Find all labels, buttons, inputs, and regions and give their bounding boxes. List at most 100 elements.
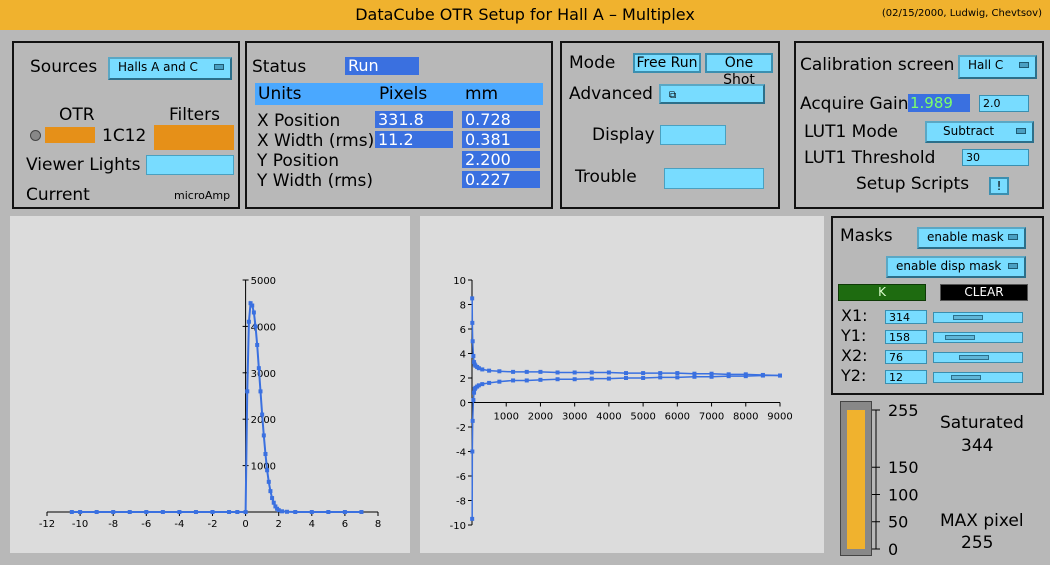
- advanced-button[interactable]: ⧉: [659, 84, 765, 104]
- calibration-menu[interactable]: Hall C: [958, 55, 1037, 79]
- convergence-point: [538, 377, 543, 382]
- x-tick-label: 6: [342, 519, 348, 530]
- window-icon: ⧉: [669, 90, 677, 101]
- convergence-point: [589, 370, 594, 375]
- convergence-point: [624, 371, 628, 376]
- enable-mask-menu[interactable]: enable mask: [917, 227, 1026, 249]
- profile-point: [293, 510, 298, 514]
- mask-field-slider[interactable]: [933, 372, 1023, 383]
- x-tick-label: -8: [108, 519, 118, 530]
- convergence-point: [709, 371, 714, 376]
- convergence-point: [487, 368, 492, 373]
- slider-knob[interactable]: [953, 315, 983, 320]
- profile-point: [251, 310, 256, 315]
- x-tick-label: -4: [174, 519, 184, 530]
- profile-plot: -12 -10 -8 -6 -4 -2 0 2 4 6 8 1000 2000 3000 4000 5000: [10, 216, 410, 553]
- free-run-button[interactable]: Free Run: [633, 53, 701, 73]
- lut1-mode-menu[interactable]: Subtract: [925, 121, 1034, 143]
- convergence-point: [480, 382, 485, 387]
- enable-disp-mask-menu[interactable]: enable disp mask: [886, 256, 1026, 278]
- calibration-panel: Calibration screen Hall C Acquire Gain 1…: [794, 41, 1044, 209]
- otr-label: OTR: [59, 105, 95, 125]
- otr-orange-indicator: [45, 127, 95, 143]
- convergence-plot-svg: 1000 2000 3000 4000 5000 6000 7000 8000 9000 -10 -…: [450, 276, 793, 532]
- ok-label: K: [878, 285, 886, 299]
- clear-button[interactable]: CLEAR: [940, 284, 1028, 301]
- scale-tick-label: 150: [888, 458, 919, 477]
- x-tick-label: 7000: [699, 412, 724, 423]
- row-mm: 0.381: [462, 131, 540, 148]
- mask-field-entry[interactable]: 314: [885, 310, 927, 324]
- otr-value: 1C12: [102, 126, 147, 146]
- convergence-point: [497, 369, 502, 374]
- convergence-point: [470, 516, 475, 521]
- y-tick-label: -4: [456, 448, 466, 459]
- convergence-point: [524, 369, 529, 374]
- profile-point: [326, 510, 331, 514]
- acquire-gain-entry[interactable]: 2.0: [979, 95, 1029, 112]
- calibration-menu-value: Hall C: [968, 58, 1004, 72]
- convergence-point: [658, 375, 663, 380]
- sources-menu[interactable]: Halls A and C: [108, 57, 232, 80]
- mask-field-slider[interactable]: [933, 312, 1023, 323]
- profile-point: [235, 510, 240, 514]
- acquire-gain-value: 1.989: [908, 94, 970, 112]
- x-tick-label: 5000: [630, 412, 655, 423]
- x-tick-label: 3000: [562, 412, 587, 423]
- x-tick-label: -6: [141, 519, 151, 530]
- convergence-point: [675, 371, 680, 376]
- x-tick-label: -2: [208, 519, 218, 530]
- profile-point: [248, 301, 253, 306]
- convergence-point: [480, 367, 485, 372]
- profile-point: [253, 324, 258, 329]
- convergence-point: [476, 383, 481, 388]
- status-value: Run: [345, 57, 419, 75]
- x-tick-label: 9000: [767, 412, 792, 423]
- menu-indicator-icon: [214, 64, 224, 70]
- y-tick-label: -2: [456, 423, 466, 434]
- ok-button[interactable]: K: [838, 284, 926, 301]
- profile-point: [280, 509, 285, 514]
- convergence-point: [641, 371, 646, 376]
- mask-field-slider[interactable]: [933, 352, 1023, 363]
- convergence-point: [606, 376, 611, 381]
- convergence-point: [487, 380, 492, 385]
- convergence-point: [589, 376, 594, 381]
- convergence-point: [726, 374, 731, 379]
- profile-point: [261, 433, 266, 438]
- slider-knob[interactable]: [951, 375, 981, 380]
- app-subtitle: (02/15/2000, Ludwig, Chevtsov): [881, 8, 1042, 19]
- y-tick-label: -10: [450, 521, 466, 532]
- x-tick-label: 0: [242, 519, 248, 530]
- profile-point: [210, 510, 215, 514]
- convergence-point: [470, 320, 475, 325]
- row-pixels: 11.2: [375, 131, 453, 148]
- convergence-series-line: [471, 374, 780, 519]
- mask-field-entry[interactable]: 12: [885, 370, 927, 384]
- mask-field-entry[interactable]: 76: [885, 350, 927, 364]
- mode-label: Mode: [569, 53, 616, 73]
- profile-point: [263, 452, 268, 456]
- sources-panel: Sources Halls A and C OTR Filters 1C12 V…: [12, 41, 240, 209]
- lut1-threshold-entry[interactable]: 30: [962, 149, 1029, 166]
- x-tick-label: 4: [309, 519, 315, 530]
- one-shot-button[interactable]: One Shot: [705, 53, 773, 88]
- mask-field-entry[interactable]: 158: [885, 330, 927, 344]
- profile-point: [271, 500, 276, 505]
- row-label: X Width (rms): [257, 131, 375, 151]
- sources-label: Sources: [30, 57, 98, 77]
- max-pixel-label: MAX pixel: [940, 511, 1024, 531]
- profile-point: [246, 319, 251, 324]
- convergence-point: [471, 398, 476, 403]
- mask-field-slider[interactable]: [933, 332, 1023, 343]
- x-tick-label: -12: [39, 519, 55, 530]
- row-mm: 0.227: [462, 171, 540, 188]
- setup-scripts-button[interactable]: !: [989, 177, 1009, 195]
- convergence-point: [692, 374, 697, 379]
- slider-knob[interactable]: [959, 355, 989, 360]
- profile-point: [243, 510, 248, 514]
- profile-point: [258, 389, 263, 394]
- slider-knob[interactable]: [945, 335, 975, 340]
- status-label: Status: [252, 57, 307, 77]
- profile-point: [144, 510, 149, 514]
